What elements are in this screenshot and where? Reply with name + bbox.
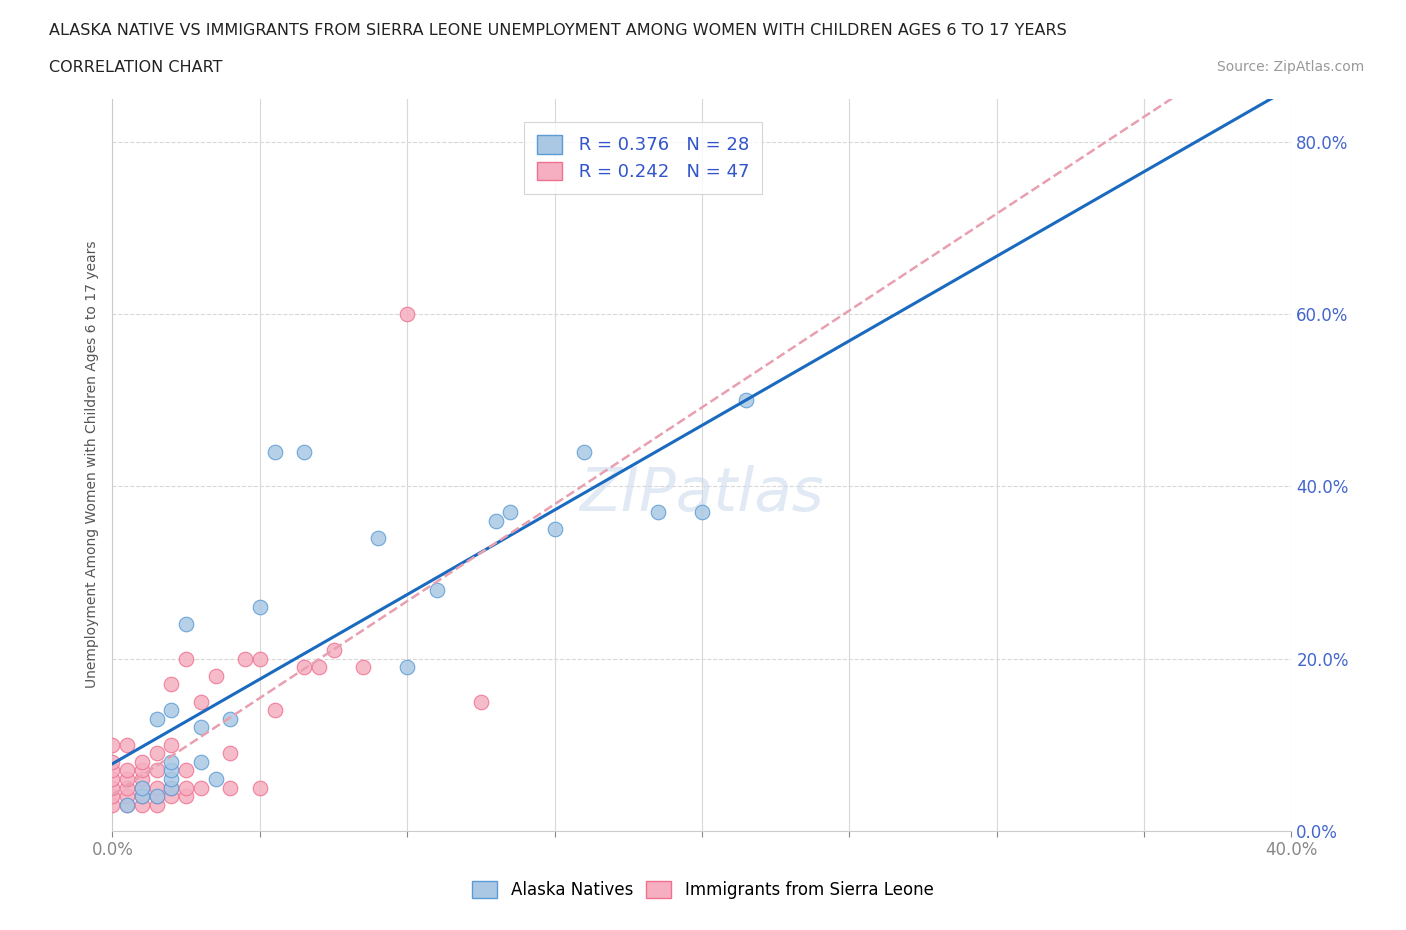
Point — [131, 780, 153, 795]
Point — [249, 651, 271, 666]
Point — [396, 307, 419, 322]
Point — [690, 505, 713, 520]
Point — [572, 445, 595, 459]
Point — [160, 780, 183, 795]
Point — [160, 703, 183, 718]
Point — [145, 789, 167, 804]
Point — [115, 798, 138, 813]
Point — [131, 780, 153, 795]
Point — [174, 789, 197, 804]
Point — [308, 659, 330, 674]
Point — [131, 763, 153, 777]
Point — [160, 763, 183, 777]
Point — [190, 754, 212, 769]
Point — [263, 445, 285, 459]
Point — [131, 754, 153, 769]
Text: ALASKA NATIVE VS IMMIGRANTS FROM SIERRA LEONE UNEMPLOYMENT AMONG WOMEN WITH CHIL: ALASKA NATIVE VS IMMIGRANTS FROM SIERRA … — [49, 23, 1067, 38]
Point — [115, 798, 138, 813]
Text: Source: ZipAtlas.com: Source: ZipAtlas.com — [1216, 60, 1364, 74]
Point — [115, 789, 138, 804]
Point — [115, 763, 138, 777]
Point — [145, 789, 167, 804]
Point — [647, 505, 669, 520]
Point — [101, 798, 124, 813]
Point — [145, 798, 167, 813]
Point — [204, 772, 226, 787]
Point — [101, 789, 124, 804]
Point — [160, 677, 183, 692]
Point — [219, 711, 242, 726]
Point — [322, 643, 344, 658]
Text: ZIPatlas: ZIPatlas — [579, 464, 824, 524]
Point — [485, 513, 508, 528]
Point — [174, 780, 197, 795]
Point — [470, 694, 492, 709]
Point — [219, 780, 242, 795]
Point — [131, 798, 153, 813]
Point — [101, 772, 124, 787]
Point — [160, 789, 183, 804]
Legend: Alaska Natives, Immigrants from Sierra Leone: Alaska Natives, Immigrants from Sierra L… — [464, 873, 942, 908]
Text: CORRELATION CHART: CORRELATION CHART — [49, 60, 222, 75]
Point — [204, 669, 226, 684]
Point — [131, 789, 153, 804]
Point — [249, 780, 271, 795]
Point — [292, 445, 315, 459]
Point — [174, 651, 197, 666]
Point — [145, 746, 167, 761]
Point — [735, 392, 758, 407]
Point — [160, 754, 183, 769]
Point — [499, 505, 522, 520]
Point — [219, 746, 242, 761]
Point — [367, 530, 389, 545]
Point — [352, 659, 374, 674]
Point — [174, 763, 197, 777]
Point — [190, 720, 212, 735]
Point — [249, 600, 271, 615]
Point — [543, 522, 565, 537]
Point — [160, 780, 183, 795]
Point — [160, 772, 183, 787]
Point — [145, 763, 167, 777]
Point — [115, 737, 138, 752]
Legend:  R = 0.376   N = 28,  R = 0.242   N = 47: R = 0.376 N = 28, R = 0.242 N = 47 — [524, 123, 762, 193]
Point — [115, 772, 138, 787]
Point — [174, 617, 197, 631]
Point — [101, 754, 124, 769]
Point — [396, 659, 419, 674]
Y-axis label: Unemployment Among Women with Children Ages 6 to 17 years: Unemployment Among Women with Children A… — [86, 241, 100, 688]
Point — [292, 659, 315, 674]
Point — [426, 582, 449, 597]
Point — [101, 763, 124, 777]
Point — [145, 711, 167, 726]
Point — [233, 651, 256, 666]
Point — [101, 737, 124, 752]
Point — [131, 772, 153, 787]
Point — [131, 789, 153, 804]
Point — [115, 780, 138, 795]
Point — [190, 694, 212, 709]
Point — [160, 737, 183, 752]
Point — [101, 780, 124, 795]
Point — [263, 703, 285, 718]
Point — [190, 780, 212, 795]
Point — [145, 780, 167, 795]
